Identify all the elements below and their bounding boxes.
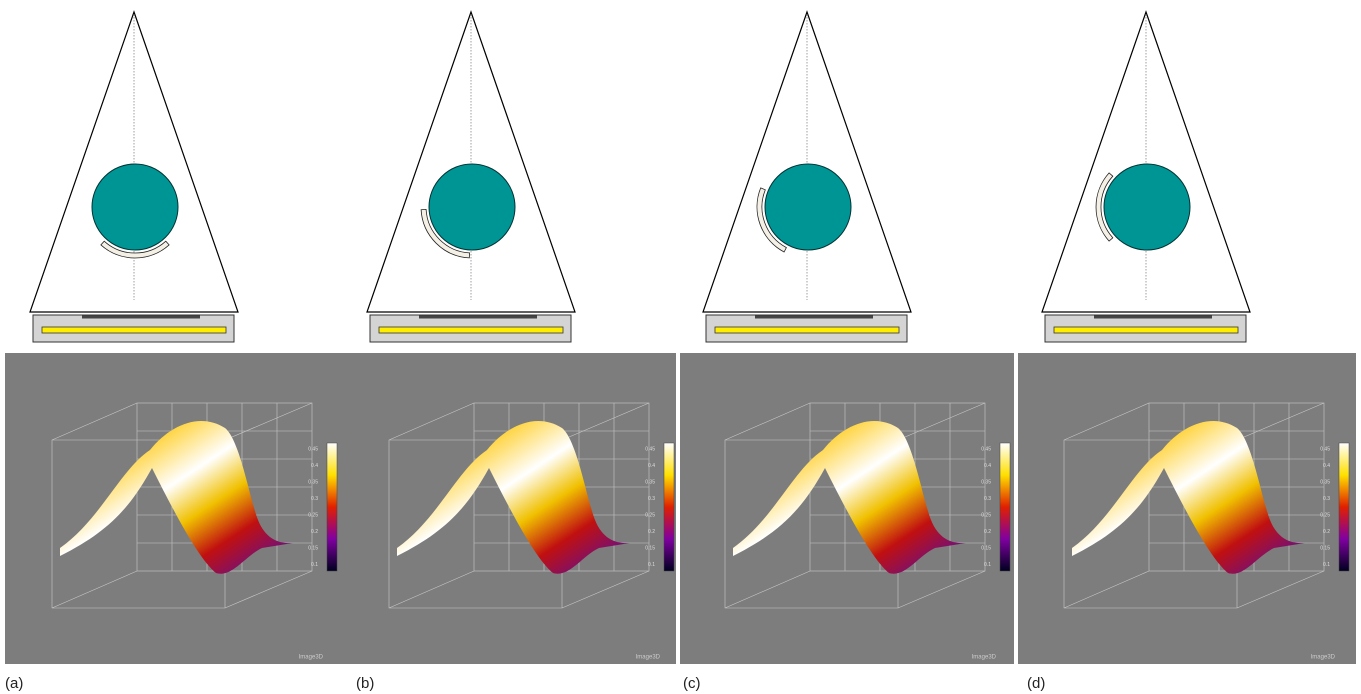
panel-label: (a) <box>5 675 23 692</box>
colorbar-tick-label: 0.3 <box>1323 496 1330 502</box>
watermark: Image3D <box>972 655 997 661</box>
colorbar-tick-label: 0.45 <box>645 446 655 452</box>
colorbar-tick-label: 0.1 <box>648 562 655 568</box>
colorbar-tick-label: 0.15 <box>645 545 655 551</box>
colorbar-tick-label: 0.35 <box>1320 479 1330 485</box>
colorbar-tick-label: 0.2 <box>1323 529 1330 535</box>
colorbar-tick-label: 0.3 <box>648 496 655 502</box>
colorbar <box>1339 443 1349 571</box>
colorbar-tick-label: 0.2 <box>311 529 318 535</box>
colorbar-tick-label: 0.4 <box>311 463 318 469</box>
colorbar-tick-label: 0.4 <box>984 463 991 469</box>
watermark: Image3D <box>1311 655 1336 661</box>
colorbar <box>664 443 674 571</box>
colorbar-tick-label: 0.3 <box>984 496 991 502</box>
colorbar-tick-label: 0.1 <box>1323 562 1330 568</box>
colorbar-tick-label: 0.25 <box>981 512 991 518</box>
colorbar-tick-label: 0.2 <box>648 529 655 535</box>
colorbar-tick-label: 0.15 <box>308 545 318 551</box>
colorbar <box>327 443 337 571</box>
colorbar-tick-label: 0.45 <box>981 446 991 452</box>
figure: 0.45 0.4 0.35 0.3 0.25 0.2 0.15 0.1 Image3D (a) 0.… <box>0 0 1361 694</box>
detector-crystal <box>379 327 563 333</box>
detector-crystal <box>1054 327 1238 333</box>
colorbar-tick-label: 0.4 <box>1323 463 1330 469</box>
object <box>765 164 851 250</box>
colorbar-tick-label: 0.2 <box>984 529 991 535</box>
watermark: Image3D <box>299 655 324 661</box>
colorbar-tick-label: 0.35 <box>645 479 655 485</box>
object <box>92 164 178 250</box>
colorbar-tick-label: 0.35 <box>308 479 318 485</box>
panel-label: (b) <box>356 675 374 692</box>
colorbar-tick-label: 0.25 <box>308 512 318 518</box>
colorbar-tick-label: 0.3 <box>311 496 318 502</box>
object <box>429 164 515 250</box>
panel-label: (c) <box>683 675 701 692</box>
panel-label: (d) <box>1027 675 1045 692</box>
object <box>1104 164 1190 250</box>
detector-crystal <box>715 327 899 333</box>
colorbar-tick-label: 0.1 <box>311 562 318 568</box>
colorbar-tick-label: 0.45 <box>1320 446 1330 452</box>
watermark: Image3D <box>636 655 661 661</box>
colorbar-tick-label: 0.15 <box>981 545 991 551</box>
detector-crystal <box>42 327 226 333</box>
colorbar-tick-label: 0.25 <box>645 512 655 518</box>
colorbar-tick-label: 0.35 <box>981 479 991 485</box>
colorbar-tick-label: 0.15 <box>1320 545 1330 551</box>
colorbar-tick-label: 0.4 <box>648 463 655 469</box>
colorbar <box>1000 443 1010 571</box>
colorbar-tick-label: 0.25 <box>1320 512 1330 518</box>
colorbar-tick-label: 0.45 <box>308 446 318 452</box>
colorbar-tick-label: 0.1 <box>984 562 991 568</box>
